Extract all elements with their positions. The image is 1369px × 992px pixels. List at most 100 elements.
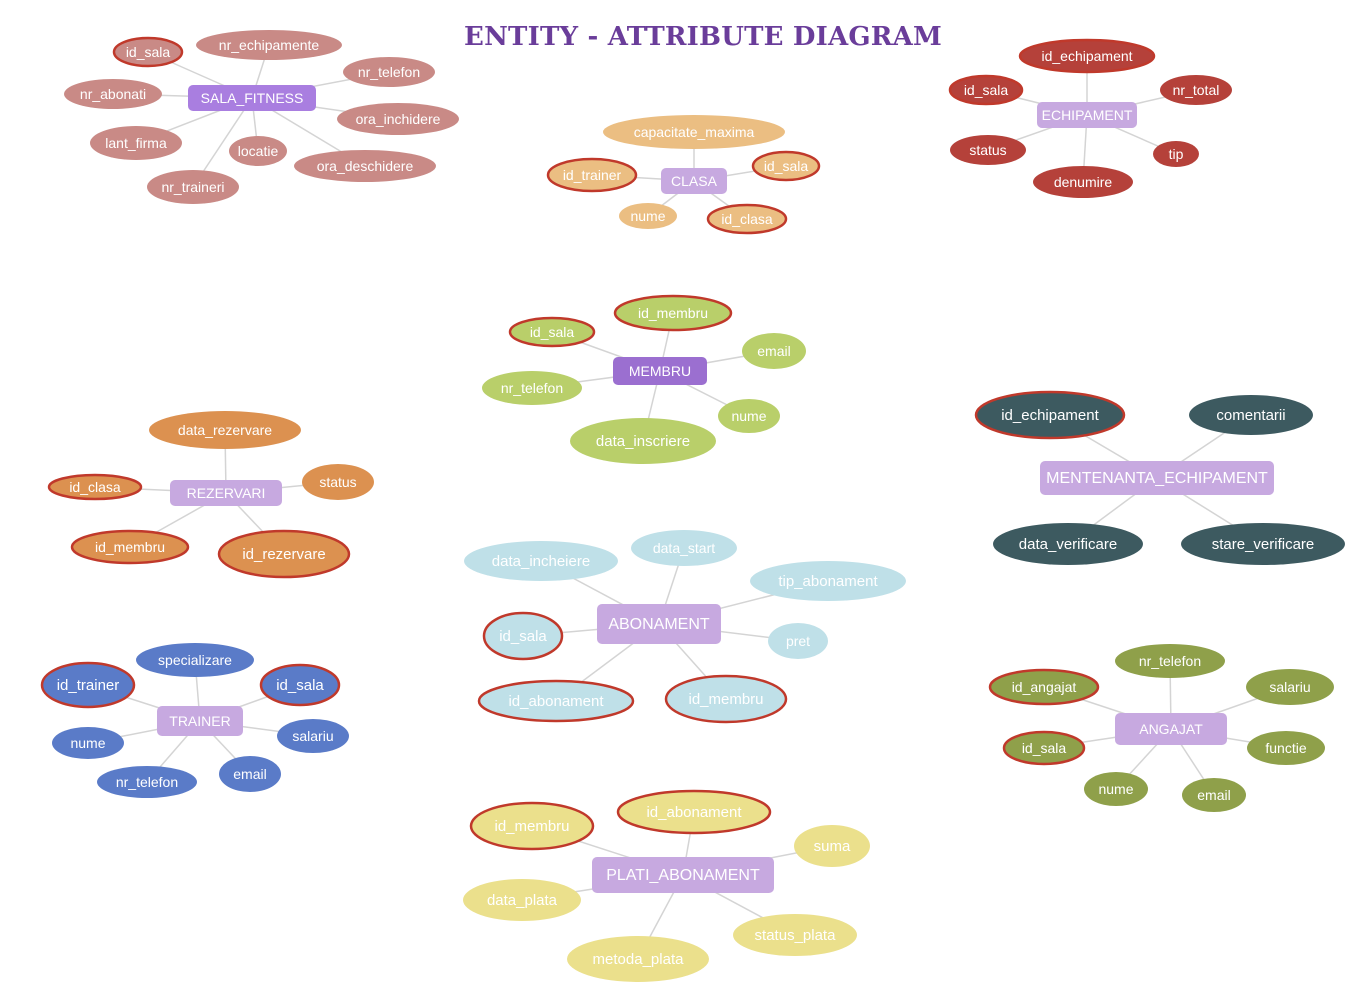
attribute-node-id-sala[interactable]: id_sala: [508, 316, 596, 348]
attribute-node-data-plata[interactable]: data_plata: [463, 879, 581, 921]
attribute-node-comentarii[interactable]: comentarii: [1189, 395, 1313, 435]
attribute-label: email: [233, 766, 266, 782]
attribute-node-status[interactable]: status: [950, 135, 1026, 165]
entity-label: CLASA: [671, 173, 718, 189]
attribute-node-id-angajat[interactable]: id_angajat: [988, 668, 1100, 706]
entity-node-rezervari[interactable]: REZERVARI: [170, 480, 282, 506]
attribute-node-salariu[interactable]: salariu: [1246, 669, 1334, 705]
attribute-node-id-abonament[interactable]: id_abonament: [616, 789, 772, 835]
attribute-node-id-rezervare[interactable]: id_rezervare: [217, 529, 351, 579]
entity-node-abonament[interactable]: ABONAMENT: [597, 604, 721, 644]
attribute-node-data-rezervare[interactable]: data_rezervare: [149, 411, 301, 449]
attribute-node-nr-total[interactable]: nr_total: [1160, 75, 1232, 105]
attribute-node-id-sala[interactable]: id_sala: [948, 74, 1024, 106]
attribute-label: nr_telefon: [116, 774, 178, 790]
entity-label: TRAINER: [169, 713, 230, 729]
attribute-ellipse: [1084, 772, 1148, 806]
attribute-node-specializare[interactable]: specializare: [136, 643, 254, 677]
key-attribute-ellipse: [469, 801, 595, 851]
attribute-node-id-membru[interactable]: id_membru: [469, 801, 595, 851]
attribute-node-id-abonament[interactable]: id_abonament: [477, 679, 635, 723]
key-attribute-ellipse: [664, 674, 788, 724]
attribute-ellipse: [631, 530, 737, 566]
attribute-label: id_sala: [764, 158, 809, 174]
attribute-node-id-sala[interactable]: id_sala: [482, 611, 564, 661]
entity-node-echipament[interactable]: ECHIPAMENT: [1037, 102, 1137, 128]
attribute-node-pret[interactable]: pret: [768, 623, 828, 659]
attribute-node-functie[interactable]: functie: [1247, 731, 1325, 765]
entity-node-clasa[interactable]: CLASA: [661, 168, 727, 194]
attribute-node-capacitate-maxima[interactable]: capacitate_maxima: [603, 115, 785, 149]
attribute-node-nr-telefon[interactable]: nr_telefon: [343, 57, 435, 87]
entity-node-sala-fitness[interactable]: SALA_FITNESS: [188, 85, 316, 111]
attribute-ellipse: [1189, 395, 1313, 435]
attribute-ellipse: [750, 561, 906, 601]
attribute-node-id-echipament[interactable]: id_echipament: [974, 390, 1126, 440]
attribute-node-id-echipament[interactable]: id_echipament: [1018, 38, 1156, 74]
attribute-node-status[interactable]: status: [302, 464, 374, 500]
entity-box: [1040, 461, 1274, 495]
attribute-node-nume[interactable]: nume: [718, 399, 780, 433]
attribute-node-id-clasa[interactable]: id_clasa: [47, 473, 143, 501]
attribute-node-ora-deschidere[interactable]: ora_deschidere: [294, 150, 436, 182]
entity-node-membru[interactable]: MEMBRU: [613, 357, 707, 385]
attribute-label: suma: [814, 838, 851, 855]
attribute-ellipse: [1153, 141, 1199, 167]
attribute-node-data-verificare[interactable]: data_verificare: [993, 523, 1143, 565]
attribute-node-data-incheiere[interactable]: data_incheiere: [464, 541, 618, 581]
attribute-node-id-membru[interactable]: id_membru: [70, 529, 190, 565]
attribute-node-ora-inchidere[interactable]: ora_inchidere: [337, 103, 459, 135]
attribute-node-tip[interactable]: tip: [1153, 141, 1199, 167]
attribute-node-email[interactable]: email: [219, 756, 281, 792]
attribute-node-locatie[interactable]: locatie: [229, 136, 287, 166]
entity-label: PLATI_ABONAMENT: [606, 867, 760, 884]
attribute-node-stare-verificare[interactable]: stare_verificare: [1181, 523, 1345, 565]
attribute-ellipse: [149, 411, 301, 449]
attribute-node-id-clasa[interactable]: id_clasa: [706, 203, 788, 235]
attribute-label: id_trainer: [563, 167, 622, 183]
attribute-ellipse: [97, 766, 197, 798]
attribute-node-lant-firma[interactable]: lant_firma: [90, 126, 182, 160]
attribute-node-id-sala[interactable]: id_sala: [112, 36, 184, 68]
attribute-node-id-membru[interactable]: id_membru: [664, 674, 788, 724]
attribute-label: nr_echipamente: [219, 37, 320, 53]
attribute-node-nume[interactable]: nume: [52, 727, 124, 759]
attribute-node-email[interactable]: email: [742, 333, 806, 369]
entity-node-trainer[interactable]: TRAINER: [157, 706, 243, 736]
attribute-node-status-plata[interactable]: status_plata: [733, 914, 857, 956]
attribute-node-nr-telefon[interactable]: nr_telefon: [97, 766, 197, 798]
attribute-node-id-sala[interactable]: id_sala: [259, 663, 341, 707]
attribute-ellipse: [603, 115, 785, 149]
entity-node-plati-abonament[interactable]: PLATI_ABONAMENT: [592, 857, 774, 893]
key-attribute-ellipse: [217, 529, 351, 579]
attribute-node-nume[interactable]: nume: [619, 203, 677, 229]
attribute-node-suma[interactable]: suma: [794, 825, 870, 867]
attribute-label: data_rezervare: [178, 422, 272, 438]
attribute-node-tip-abonament[interactable]: tip_abonament: [750, 561, 906, 601]
attribute-node-nr-traineri[interactable]: nr_traineri: [147, 170, 239, 204]
entity-node-angajat[interactable]: ANGAJAT: [1115, 713, 1227, 745]
attribute-node-data-start[interactable]: data_start: [631, 530, 737, 566]
attribute-node-email[interactable]: email: [1182, 778, 1246, 812]
attribute-node-nr-telefon[interactable]: nr_telefon: [1115, 644, 1225, 678]
entity-node-mentenanta-echipament[interactable]: MENTENANTA_ECHIPAMENT: [1040, 461, 1274, 495]
entity-group-angajat: nr_telefon id_angajat salariu id_sala functi…: [988, 644, 1334, 812]
key-attribute-ellipse: [616, 789, 772, 835]
attribute-node-nr-telefon[interactable]: nr_telefon: [482, 371, 582, 405]
attribute-node-nr-abonati[interactable]: nr_abonati: [64, 79, 162, 109]
attribute-label: status: [969, 142, 1006, 158]
attribute-node-id-sala[interactable]: id_sala: [751, 150, 821, 182]
attribute-node-metoda-plata[interactable]: metoda_plata: [567, 936, 709, 982]
attribute-node-id-sala[interactable]: id_sala: [1002, 730, 1086, 766]
attribute-node-salariu[interactable]: salariu: [277, 719, 349, 753]
attribute-node-id-trainer[interactable]: id_trainer: [546, 157, 638, 193]
attribute-node-nr-echipamente[interactable]: nr_echipamente: [196, 30, 342, 60]
attribute-node-data-inscriere[interactable]: data_inscriere: [570, 418, 716, 464]
attribute-ellipse: [52, 727, 124, 759]
entity-box: [592, 857, 774, 893]
attribute-node-nume[interactable]: nume: [1084, 772, 1148, 806]
attribute-node-id-trainer[interactable]: id_trainer: [40, 661, 136, 709]
attribute-node-denumire[interactable]: denumire: [1033, 166, 1133, 198]
attribute-node-id-membru[interactable]: id_membru: [613, 294, 733, 332]
